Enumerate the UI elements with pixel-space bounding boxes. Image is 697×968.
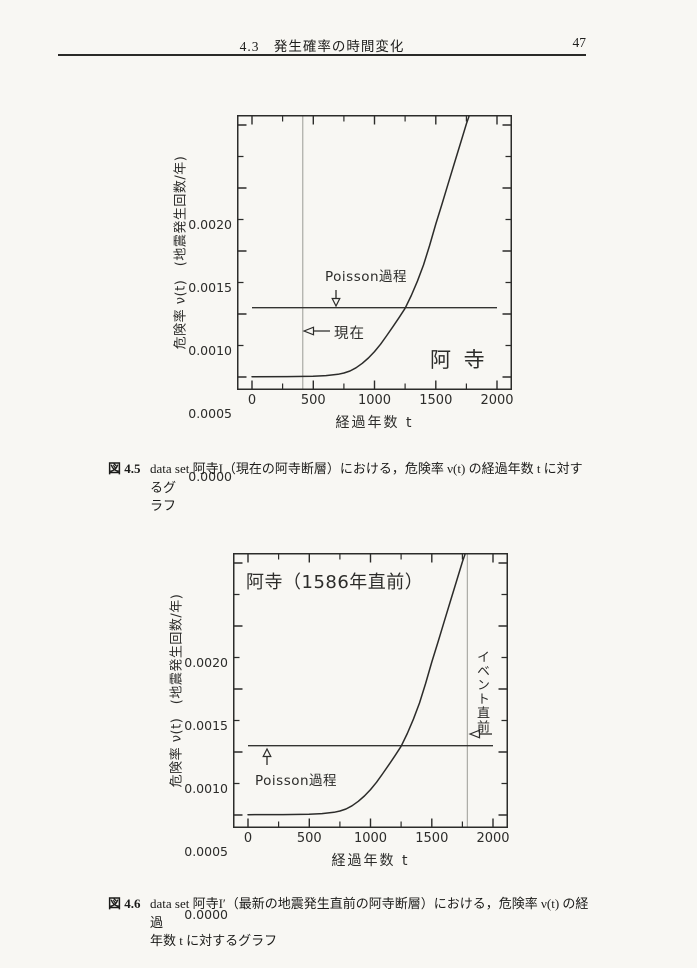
fig1-ytick: 0.0000 (188, 469, 232, 484)
fig2-ytick: 0.0015 (184, 718, 228, 733)
figure-4-6-caption: 図 4.6 data set 阿寺I′（最新の地震発生直前の阿寺断層）における，… (108, 895, 594, 951)
fig2-hazard-curve (247, 553, 466, 816)
fig2-xtick: 500 (296, 831, 322, 846)
page-number: 47 (572, 35, 587, 50)
fig2-ytick: 0.0000 (184, 907, 228, 922)
running-header-title: 4.3 発生確率の時間変化 (239, 39, 405, 54)
fig2-xtick: 1000 (353, 831, 388, 846)
fig2-event-label: イベント直前 (474, 650, 489, 734)
fig1-ytick: 0.0005 (188, 406, 232, 421)
fig1-plot-area: Poisson過程 現在 阿 寺 (237, 115, 512, 390)
fig2-xtick: 1500 (415, 831, 449, 846)
fig2-x-axis-label: 経過年数 t (331, 853, 410, 869)
figure-4-5-chart: 危険率 ν(t) (地震発生回数/年) 0.0020 0.0015 0.0010… (162, 100, 598, 484)
fig1-xtick: 1000 (357, 393, 392, 408)
fig2-inset-title: 阿寺（1586年直前） (246, 572, 424, 593)
fig2-poisson-label: Poisson過程 (255, 773, 338, 789)
fig1-poisson-down-arrow (331, 290, 341, 308)
fig1-frame (237, 115, 512, 390)
fig1-caption-number: 図 4.5 (108, 461, 141, 476)
fig2-plot-area: 阿寺（1586年直前） Poisson過程 イベント直前 (233, 553, 508, 828)
fig1-xtick: 500 (300, 393, 326, 408)
fig1-xtick: 0 (247, 393, 257, 408)
fig1-ytick: 0.0015 (188, 280, 232, 295)
fig2-event-left-arrow (468, 729, 492, 739)
fig2-plot-svg (233, 553, 508, 828)
fig1-now-left-arrow (302, 326, 330, 336)
fig1-major-ticks (238, 116, 511, 389)
fig1-ytick: 0.0020 (188, 217, 232, 232)
fig2-caption-number: 図 4.6 (108, 896, 141, 911)
fig2-ytick: 0.0005 (184, 844, 228, 859)
fig1-fault-name-label: 阿 寺 (430, 348, 488, 372)
fig2-major-ticks (234, 554, 507, 827)
fig2-caption-line2: 年数 t に対するグラフ (150, 933, 278, 948)
fig1-xtick: 1500 (419, 393, 453, 408)
fig1-caption-line2: ラフ (150, 498, 177, 513)
fig1-plot-svg (237, 115, 512, 390)
fig1-minor-ticks (238, 116, 511, 389)
fig2-ytick: 0.0010 (184, 781, 228, 796)
fig1-now-label: 現在 (334, 326, 365, 342)
header-rule (58, 54, 586, 56)
fig2-frame (233, 553, 508, 828)
fig2-ytick: 0.0020 (184, 655, 228, 670)
fig1-hazard-curve (251, 115, 470, 378)
fig2-poisson-up-arrow (262, 747, 272, 765)
fig1-ytick: 0.0010 (188, 343, 232, 358)
fig2-minor-ticks (234, 554, 507, 827)
fig1-xtick: 2000 (480, 393, 514, 408)
fig2-xtick: 2000 (476, 831, 510, 846)
fig2-caption-line1: data set 阿寺I′（最新の地震発生直前の阿寺断層）における，危険率 ν(… (150, 896, 589, 930)
fig2-xtick: 0 (243, 831, 253, 846)
fig1-poisson-label: Poisson過程 (325, 269, 408, 285)
fig1-x-axis-label: 経過年数 t (335, 415, 414, 431)
figure-4-6-chart: 危険率 ν(t) (地震発生回数/年) 0.0020 0.0015 0.0010… (158, 538, 594, 922)
figure-4-5-caption: 図 4.5 data set 阿寺I（現在の阿寺断層）における，危険率 ν(t)… (108, 460, 594, 516)
fig1-caption-line1: data set 阿寺I（現在の阿寺断層）における，危険率 ν(t) の経過年数… (150, 461, 583, 495)
